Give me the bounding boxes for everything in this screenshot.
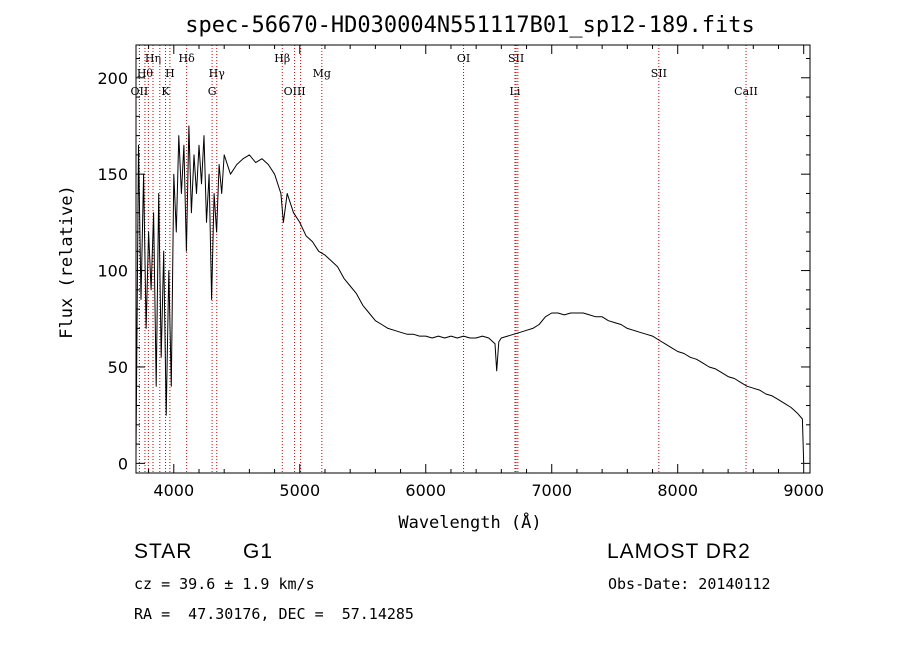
line-marker-label: SII — [508, 52, 524, 65]
line-marker-label: CaII — [734, 85, 758, 98]
observation-date: Obs-Date: 20140112 — [608, 575, 771, 593]
line-marker-label: Mg — [313, 67, 331, 80]
y-tick-label: 200 — [97, 69, 128, 88]
plot-frame — [135, 44, 811, 474]
survey-name: LAMOST DR2 — [607, 540, 751, 563]
y-tick-label: 100 — [97, 262, 128, 281]
line-marker-label: H — [165, 67, 175, 80]
axis-ticks: 4000 5000 6000 7000 8000 9000 0 50 100 150 200 — [97, 45, 824, 500]
line-marker-label: OIII — [284, 85, 306, 98]
x-tick-label: 8000 — [657, 481, 698, 500]
chart-title: spec-56670-HD030004N551117B01_sp12-189.f… — [185, 13, 755, 38]
x-tick-label: 9000 — [783, 481, 824, 500]
y-tick-label: 50 — [108, 358, 128, 377]
line-marker-label: G — [208, 85, 217, 98]
x-axis-label: Wavelength (Å) — [398, 511, 541, 533]
line-marker-label: Hθ — [137, 67, 154, 80]
y-axis-label: Flux (relative) — [57, 185, 77, 339]
y-tick-label: 0 — [118, 454, 128, 473]
coordinates: RA = 47.30176, DEC = 57.14285 — [134, 605, 414, 623]
spectral-line-markers: OII Hθ Hη KH Hδ G Hγ Hβ OIII Mg OI Li SII SII CaII — [131, 45, 758, 473]
line-marker-label: Hδ — [179, 52, 196, 65]
x-tick-label: 4000 — [153, 481, 194, 500]
spectrum-series — [135, 125, 805, 464]
line-marker-label: OI — [457, 52, 470, 65]
redshift-value: cz = 39.6 ± 1.9 km/s — [134, 575, 315, 593]
y-tick-label: 150 — [97, 165, 128, 184]
line-marker-label: K — [161, 85, 170, 98]
x-tick-label: 5000 — [279, 481, 320, 500]
line-marker-label: Li — [510, 85, 521, 98]
line-marker-label: Hβ — [274, 52, 290, 65]
line-marker-label: SII — [651, 67, 667, 80]
line-marker-label: Hη — [145, 52, 161, 65]
line-marker-label: Hγ — [209, 67, 226, 80]
object-subclass: G1 — [243, 540, 274, 563]
line-marker-label: OII — [131, 85, 149, 98]
object-class: STAR — [134, 540, 193, 563]
spectrum-line — [135, 125, 805, 464]
x-tick-label: 6000 — [405, 481, 446, 500]
x-tick-label: 7000 — [531, 481, 572, 500]
